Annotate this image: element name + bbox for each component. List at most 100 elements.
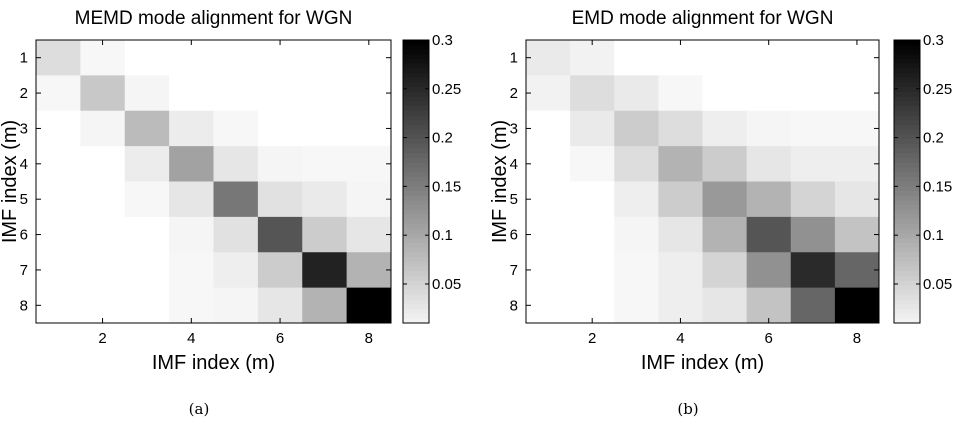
colorbar-segment <box>403 58 429 65</box>
colorbar-segment <box>894 63 920 69</box>
heatmap-cell <box>526 110 571 147</box>
colorbar-segment <box>403 134 429 140</box>
colorbar-segment <box>403 44 429 51</box>
heatmap-cell <box>746 75 792 112</box>
heatmap-cell <box>346 75 392 112</box>
heatmap-cell <box>346 110 392 147</box>
heatmap-cell <box>790 110 836 147</box>
heatmap-cell <box>257 146 303 183</box>
colorbar-tick-label: 0.25 <box>432 81 461 98</box>
colorbar-segment <box>403 110 429 117</box>
colorbar-segment <box>403 186 429 192</box>
heatmap-cell <box>702 216 748 253</box>
heatmap-cell <box>346 252 392 289</box>
heatmap-cell <box>834 252 880 289</box>
colorbar-segment <box>403 318 429 324</box>
colorbar-segment <box>403 143 429 150</box>
colorbar-tick-label: 0.05 <box>432 276 461 293</box>
heatmap-cell <box>36 216 81 253</box>
heatmap-cell <box>702 252 748 289</box>
colorbar-segment <box>894 214 920 220</box>
heatmap-cell <box>658 110 704 147</box>
heatmap-cell <box>746 110 792 147</box>
y-tick-label: 8 <box>510 297 518 314</box>
colorbar-segment <box>894 139 920 145</box>
heatmap-cell <box>834 146 880 183</box>
heatmap-cell <box>570 252 615 289</box>
colorbar-segment <box>403 308 429 315</box>
colorbar-segment <box>403 139 429 145</box>
colorbar-segment <box>403 261 429 267</box>
heatmap-cell <box>124 146 170 183</box>
heatmap-cell <box>658 146 704 183</box>
colorbar-segment <box>403 299 429 305</box>
heatmap-cell <box>169 40 215 76</box>
heatmap-cell <box>570 110 615 147</box>
heatmap-cell <box>790 40 836 76</box>
heatmap-cell <box>614 75 659 112</box>
x-tick-label: 2 <box>98 330 106 347</box>
y-axis-title: IMF index (m) <box>0 120 21 243</box>
colorbar-segment <box>894 77 920 84</box>
heatmap-cell <box>36 181 81 218</box>
heatmap-cell <box>570 75 615 112</box>
colorbar-segment <box>894 242 920 249</box>
colorbar-segment <box>403 172 429 178</box>
heatmap-cell <box>790 181 836 218</box>
heatmap-cell <box>570 40 615 76</box>
colorbar-segment <box>894 285 920 291</box>
colorbar-segment <box>894 54 920 60</box>
colorbar-segment <box>403 181 429 187</box>
x-tick-label: 8 <box>853 330 861 347</box>
heatmap-cell <box>213 287 259 324</box>
colorbar-segment <box>403 228 429 234</box>
colorbar-segment <box>403 176 429 183</box>
heatmap-cell <box>302 146 348 183</box>
heatmap-cell <box>257 75 303 112</box>
plot-frame <box>525 39 880 324</box>
colorbar-segment <box>894 256 920 263</box>
colorbar-segment <box>403 54 429 60</box>
colorbar-tick-label: 0.15 <box>432 178 461 195</box>
colorbar-tick-label: 0.1 <box>432 227 453 244</box>
heatmap-cell <box>614 110 659 147</box>
colorbar-segment <box>894 129 920 135</box>
colorbar-segment <box>403 190 429 197</box>
colorbar-segment <box>403 148 429 154</box>
heatmap-cell <box>36 110 81 147</box>
x-tick-label: 2 <box>588 330 596 347</box>
heatmap-cell <box>570 287 615 324</box>
heatmap-cell <box>124 252 170 289</box>
y-tick-label: 2 <box>20 85 28 102</box>
colorbar-segment <box>403 167 429 173</box>
colorbar-segment <box>403 87 429 93</box>
x-tick-label: 4 <box>676 330 684 347</box>
heatmap-cell <box>790 216 836 253</box>
colorbar-segment <box>894 219 920 225</box>
colorbar-segment <box>403 82 429 88</box>
colorbar-tick-label: 0.3 <box>923 32 944 49</box>
heatmap-cell <box>124 287 170 324</box>
heatmap-cell <box>257 40 303 76</box>
heatmap-cell <box>169 146 215 183</box>
heatmap-cell <box>80 146 126 183</box>
heatmap-cell <box>614 216 659 253</box>
colorbar-segment <box>403 40 429 46</box>
colorbar-segment <box>894 87 920 93</box>
colorbar-segment <box>894 44 920 51</box>
heatmap-cell <box>80 287 126 324</box>
colorbar-segment <box>403 238 429 244</box>
colorbar-segment <box>403 252 429 258</box>
heatmap-cell <box>257 181 303 218</box>
colorbar-segment <box>894 266 920 272</box>
heatmap-cell <box>746 252 792 289</box>
chart-title: EMD mode alignment for WGN <box>572 8 834 29</box>
colorbar-segment <box>403 275 429 282</box>
colorbar-segment <box>894 153 920 159</box>
heatmap-cell <box>746 40 792 76</box>
heatmap-cell <box>614 287 659 324</box>
heatmap-cell <box>124 110 170 147</box>
colorbar-segment <box>403 205 429 211</box>
colorbar-segment <box>403 157 429 164</box>
colorbar-segment <box>403 162 429 168</box>
